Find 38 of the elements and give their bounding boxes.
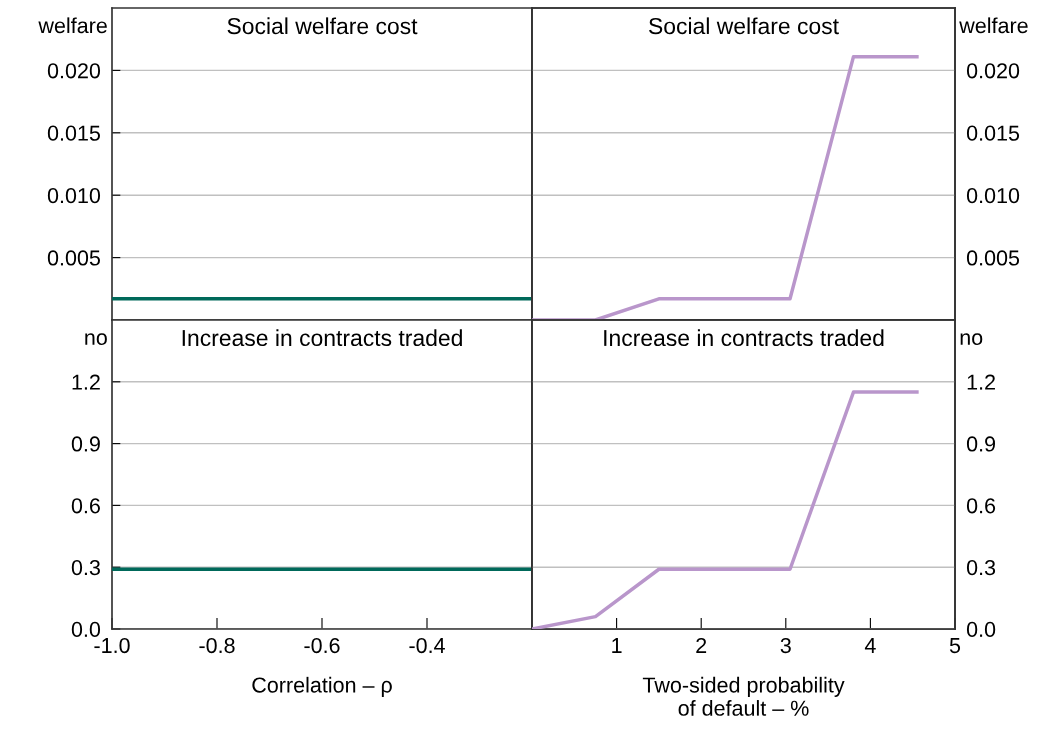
x-tick-label: 5: [949, 638, 961, 654]
y-tick-label: 0.0: [71, 621, 101, 638]
y-tick-label: 0.3: [71, 559, 100, 576]
y-tick-label: 0.015: [47, 125, 100, 141]
x-tick-label: -0.6: [304, 637, 340, 654]
text: welfare: [38, 17, 107, 34]
y2-tick-label: 0.015: [966, 125, 1020, 141]
x-axis-title: Correlation – ρ: [252, 676, 392, 697]
y-tick-label: 0.6: [71, 498, 100, 514]
text: no: [960, 333, 983, 346]
x-tick-label: -0.8: [199, 637, 235, 654]
x-tick-label: 1: [612, 638, 622, 653]
y-tick-label: 0.020: [47, 63, 101, 79]
text: welfare: [959, 17, 1028, 34]
y2-tick-label: 0.0: [966, 621, 996, 638]
y2-tick-label: 0.6: [966, 498, 996, 514]
y2-tick-label: 0.3: [966, 559, 996, 576]
chart-title: Increase in contracts traded: [182, 329, 462, 347]
x-tick-label: 2: [696, 637, 707, 653]
x-tick-label: -0.4: [409, 637, 445, 654]
chart-title: Increase in contracts traded: [604, 329, 884, 347]
chart-title: Social welfare cost: [649, 17, 839, 35]
x-tick-label: 3: [780, 637, 791, 654]
y2-tick-label: 0.010: [966, 187, 1020, 204]
y2-tick-label: 0.9: [966, 436, 996, 452]
y2-tick-label: 1.2: [967, 374, 995, 390]
text: no: [85, 333, 107, 346]
line-series: [532, 390, 919, 629]
y2-tick-label: 0.005: [966, 250, 1020, 266]
chart-title: Social welfare cost: [227, 17, 418, 35]
x-tick-label: -1.0: [94, 637, 130, 654]
y2-tick-label: 0.020: [966, 63, 1020, 79]
x-axis-title: Two-sided probability of default – %: [642, 676, 845, 716]
y-tick-label: 0.005: [47, 250, 100, 266]
y-tick-label: 0.9: [71, 436, 100, 452]
y-tick-label: 1.2: [72, 374, 100, 390]
y-tick-label: 0.010: [47, 187, 101, 204]
x-tick-label: 4: [864, 638, 876, 653]
